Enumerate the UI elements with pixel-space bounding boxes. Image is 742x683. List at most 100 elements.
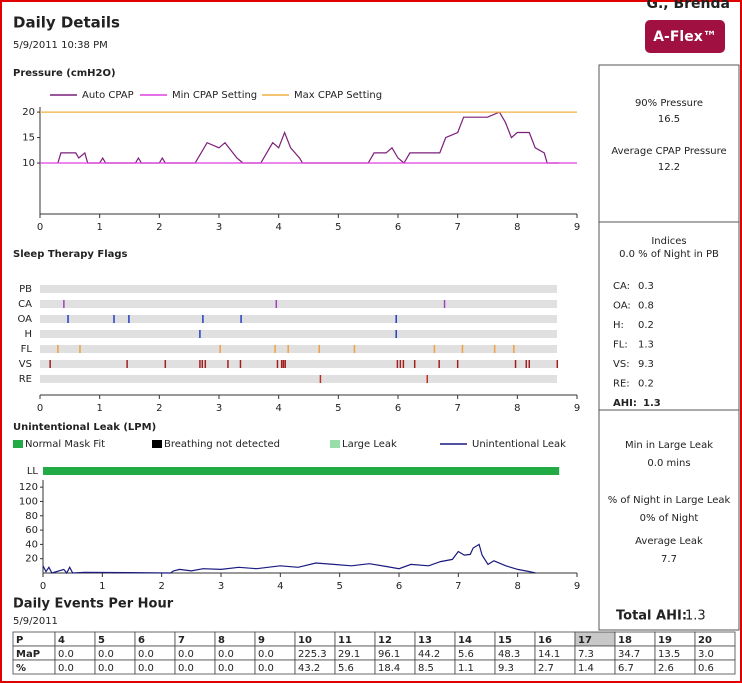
x-tick-label: 4 <box>275 403 281 414</box>
index-value: 0.3 <box>638 281 654 292</box>
table-text: % <box>16 663 26 674</box>
index-label: FL: <box>613 340 628 351</box>
table-text: 1.1 <box>458 663 474 674</box>
table-text: 2.7 <box>538 663 554 674</box>
summary-label: 90% Pressure <box>635 98 703 109</box>
y-tick-label: 10 <box>22 158 35 169</box>
table-text: 20 <box>698 635 712 646</box>
table-cell <box>694 659 736 675</box>
x-tick-label: 0 <box>40 581 46 592</box>
y-tick-label: 40 <box>25 539 38 550</box>
x-tick-label: 9 <box>574 581 580 592</box>
index-label: OA: <box>613 301 631 312</box>
row-label: FL <box>21 344 33 355</box>
index-value: 0.2 <box>638 379 654 390</box>
x-tick-label: 9 <box>574 222 580 233</box>
x-tick-label: 8 <box>514 581 520 592</box>
x-tick-label: 4 <box>277 581 283 592</box>
table-text: 0.6 <box>698 663 714 674</box>
total-label: Total AHI: <box>616 609 687 624</box>
x-tick-label: 3 <box>216 403 222 414</box>
row-label: CA <box>18 299 32 310</box>
index-label: AHI: <box>613 398 637 409</box>
table-text: 0.0 <box>178 649 194 660</box>
x-tick-label: 1 <box>99 581 105 592</box>
leak-label: % of Night in Large Leak <box>608 495 731 506</box>
flag-band <box>40 375 557 383</box>
flag-band <box>40 300 557 308</box>
table-text: 0.0 <box>98 663 114 674</box>
table-text: 2.6 <box>658 663 674 674</box>
x-tick-label: 5 <box>335 222 341 233</box>
x-tick-label: 9 <box>574 403 580 414</box>
x-tick-label: 7 <box>455 581 461 592</box>
table-text: 9.3 <box>498 663 514 674</box>
y-tick-label: 80 <box>25 511 38 522</box>
legend-label: Breathing not detected <box>164 439 280 450</box>
table-text: 225.3 <box>298 649 327 660</box>
table-text: 9 <box>258 635 265 646</box>
y-tick-label: 120 <box>19 482 38 493</box>
x-tick-label: 2 <box>158 581 164 592</box>
table-text: 96.1 <box>378 649 400 660</box>
index-value: 0.2 <box>638 320 654 331</box>
table-text: 0.0 <box>138 663 154 674</box>
table-text: 0.0 <box>218 663 234 674</box>
leak-value: 0.0 mins <box>647 458 690 469</box>
y-tick-label: 100 <box>19 496 38 507</box>
summary-value: 16.5 <box>658 114 680 125</box>
row-label: OA <box>17 314 32 325</box>
table-text: 7 <box>178 635 185 646</box>
flag-band <box>40 360 557 368</box>
index-value: 9.3 <box>638 359 654 370</box>
legend-label: Max CPAP Setting <box>294 90 382 101</box>
table-text: 13 <box>418 635 432 646</box>
x-tick-label: 6 <box>395 403 401 414</box>
x-tick-label: 8 <box>514 222 520 233</box>
row-label: PB <box>19 284 32 295</box>
x-tick-label: 2 <box>156 222 162 233</box>
table-text: 18 <box>618 635 632 646</box>
table-text: 4 <box>58 635 65 646</box>
chart-title: Unintentional Leak (LPM) <box>13 422 156 433</box>
table-text: 0.0 <box>258 663 274 674</box>
legend-label: Large Leak <box>342 439 397 450</box>
row-label: LL <box>27 466 39 477</box>
legend-swatch <box>330 440 340 448</box>
table-text: 7.3 <box>578 649 594 660</box>
x-tick-label: 1 <box>96 403 102 414</box>
x-tick-label: 8 <box>514 403 520 414</box>
legend-swatch <box>13 440 23 448</box>
x-tick-label: 0 <box>37 222 43 233</box>
table-text: 12 <box>378 635 392 646</box>
y-tick-label: 15 <box>22 133 35 144</box>
row-label: RE <box>19 374 32 385</box>
legend-label: Normal Mask Fit <box>25 439 105 450</box>
flag-band <box>40 345 557 353</box>
x-tick-label: 7 <box>454 403 460 414</box>
table-text: 0.0 <box>218 649 234 660</box>
badge-text: A-Flex™ <box>653 29 717 45</box>
x-tick-label: 6 <box>395 222 401 233</box>
row-label: H <box>24 329 32 340</box>
index-value: 1.3 <box>638 340 654 351</box>
total-value: 1.3 <box>685 609 706 624</box>
table-text: 0.0 <box>178 663 194 674</box>
badge <box>645 20 725 53</box>
index-value: 0.8 <box>638 301 654 312</box>
table-text: 8 <box>218 635 225 646</box>
chart-title: Pressure (cmH2O) <box>13 68 116 79</box>
chart-title: Sleep Therapy Flags <box>13 249 128 260</box>
legend-swatch <box>152 440 162 448</box>
legend-label: Min CPAP Setting <box>172 90 257 101</box>
table-text: 6.7 <box>618 663 634 674</box>
table-text: 3.0 <box>698 649 714 660</box>
leak-label: Average Leak <box>635 536 703 547</box>
x-tick-label: 3 <box>218 581 224 592</box>
table-text: P <box>16 635 23 646</box>
events-date: 5/9/2011 <box>13 616 58 627</box>
leak-label: Min in Large Leak <box>625 440 713 451</box>
table-text: 6 <box>138 635 145 646</box>
